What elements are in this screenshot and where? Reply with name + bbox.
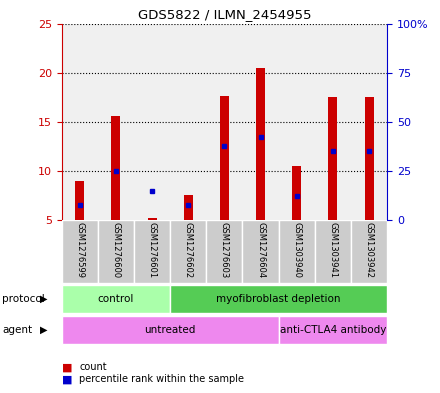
Text: agent: agent [2, 325, 32, 335]
Bar [220, 96, 229, 220]
Bar [184, 195, 193, 220]
Bar [111, 116, 121, 220]
Bar [98, 220, 134, 283]
Text: GSM1276600: GSM1276600 [111, 222, 121, 278]
Bar [315, 220, 351, 283]
Bar [170, 220, 206, 283]
Text: ▶: ▶ [40, 325, 48, 335]
Text: anti-CTLA4 antibody: anti-CTLA4 antibody [280, 325, 386, 335]
Text: percentile rank within the sample: percentile rank within the sample [79, 374, 244, 384]
Text: control: control [98, 294, 134, 304]
Bar [279, 220, 315, 283]
Bar [62, 285, 170, 313]
Bar [351, 220, 387, 283]
Text: untreated: untreated [144, 325, 196, 335]
Text: GSM1276599: GSM1276599 [75, 222, 84, 278]
Bar [279, 316, 387, 344]
Bar [170, 285, 387, 313]
Bar [242, 220, 279, 283]
Bar [147, 218, 157, 220]
Bar [365, 97, 374, 220]
Bar [328, 97, 337, 220]
Text: GSM1303942: GSM1303942 [365, 222, 374, 278]
Text: ▶: ▶ [40, 294, 48, 304]
Bar [292, 166, 301, 220]
Text: GSM1303940: GSM1303940 [292, 222, 301, 278]
Bar [206, 220, 242, 283]
Text: GSM1276604: GSM1276604 [256, 222, 265, 278]
Text: ■: ■ [62, 362, 72, 373]
Text: ■: ■ [62, 374, 72, 384]
Text: GSM1303941: GSM1303941 [328, 222, 337, 278]
Text: GSM1276602: GSM1276602 [184, 222, 193, 278]
Title: GDS5822 / ILMN_2454955: GDS5822 / ILMN_2454955 [138, 8, 311, 21]
Bar [62, 220, 98, 283]
Bar [256, 68, 265, 220]
Text: GSM1276603: GSM1276603 [220, 222, 229, 278]
Bar [62, 316, 279, 344]
Text: GSM1276601: GSM1276601 [147, 222, 157, 278]
Text: count: count [79, 362, 107, 373]
Text: protocol: protocol [2, 294, 45, 304]
Bar [75, 181, 84, 220]
Text: myofibroblast depletion: myofibroblast depletion [216, 294, 341, 304]
Bar [134, 220, 170, 283]
